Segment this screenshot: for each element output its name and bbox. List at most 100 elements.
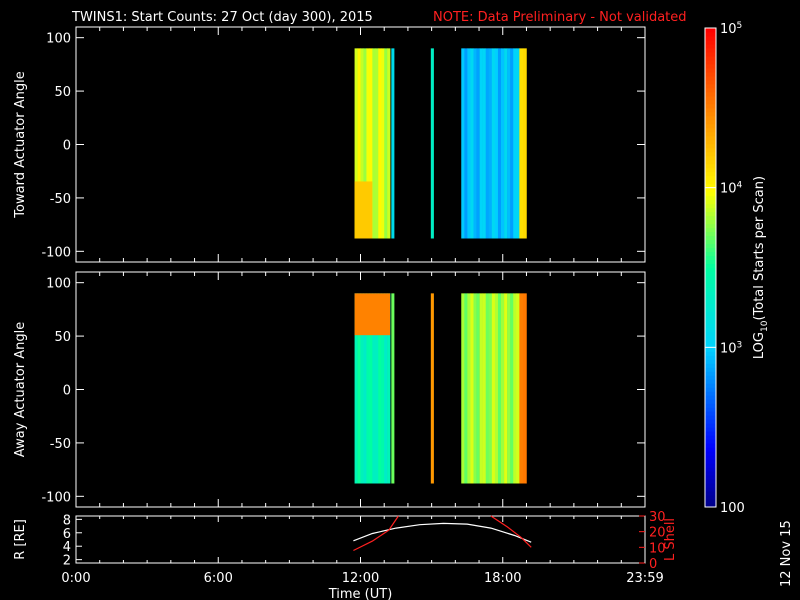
colorbar-cell: [705, 367, 716, 372]
colorbar-cell: [705, 295, 716, 300]
colorbar-cell: [705, 479, 716, 484]
colorbar-cell: [705, 107, 716, 113]
top-heat-cell: [375, 48, 379, 239]
colorbar-cell: [705, 255, 716, 261]
colorbar-cell: [705, 155, 716, 161]
top-heat-cell: [461, 48, 465, 239]
colorbar-cell: [705, 403, 716, 408]
top-heat-cell: [384, 48, 388, 239]
colorbar-cell: [705, 463, 716, 468]
mid-heat-cell: [507, 293, 511, 484]
colorbar-cell: [705, 171, 716, 177]
mid-heat-cell: [357, 293, 361, 484]
colorbar-cell: [705, 127, 716, 133]
colorbar-cell: [705, 447, 716, 452]
orbit-ylabel-right: L Shell: [663, 518, 678, 561]
colorbar-cell: [705, 143, 716, 149]
top-heat-cell: [513, 48, 517, 239]
mid-heat-cell: [360, 293, 364, 484]
orbit-ytick-left-label: 6: [63, 527, 71, 542]
colorbar-cell: [705, 267, 716, 272]
mid-heat-cell: [473, 293, 477, 484]
mid-heat-cell: [501, 293, 505, 484]
mid-ytick-label: 100: [46, 277, 71, 292]
top-heat-low-band: [354, 181, 373, 239]
preliminary-note: NOTE: Data Preliminary - Not validated: [433, 10, 687, 25]
colorbar-cell: [705, 131, 716, 137]
colorbar-cell: [705, 439, 716, 444]
top-heat-cell: [391, 48, 395, 239]
colorbar-tick-label: 100: [720, 501, 745, 516]
colorbar-cell: [705, 379, 716, 384]
top-heat-cell: [387, 48, 391, 239]
mid-ytick-label: 0: [63, 384, 71, 399]
mid-heat-cell: [491, 293, 496, 484]
mid-ytick-label: 50: [54, 330, 71, 345]
top-ytick-label: -50: [50, 192, 71, 207]
mid-heat-cell: [461, 293, 465, 484]
colorbar-cell: [705, 423, 716, 428]
colorbar-cell: [705, 351, 716, 356]
time-tick-label: 18:00: [484, 571, 521, 586]
orbit-ytick-left-label: 4: [63, 540, 71, 555]
colorbar-cell: [705, 343, 716, 348]
colorbar-cell: [705, 119, 716, 125]
colorbar-cell: [705, 175, 716, 181]
mid-heat-cell: [464, 293, 468, 484]
colorbar-cell: [705, 67, 716, 73]
colorbar-cell: [705, 95, 716, 101]
mid-heat-cell: [378, 293, 382, 484]
colorbar-cell: [705, 147, 716, 153]
time-axis: 0:00 6:00 12:00 18:00 23:59 Time (UT): [61, 571, 663, 600]
mid-heat-cell: [369, 293, 373, 484]
mid-heat-top-band: [354, 293, 391, 336]
orbit-ytick-right-label: 10: [649, 541, 666, 556]
time-tick-label: 23:59: [626, 571, 663, 586]
colorbar-cell: [705, 315, 716, 320]
top-heat-cell: [366, 48, 370, 239]
mid-ytick-label: -50: [50, 437, 71, 452]
top-panel: 100 50 0 -50 -100 Toward Actuator Angle: [13, 26, 646, 263]
top-heat-cell: [464, 48, 468, 239]
orbit-ytick-right-label: 20: [649, 526, 666, 541]
top-heat-cell: [485, 48, 490, 239]
colorbar-cell: [705, 223, 716, 229]
colorbar-cell: [705, 219, 716, 225]
colorbar-cell: [705, 431, 716, 436]
top-heat-cell: [473, 48, 477, 239]
colorbar-cell: [705, 299, 716, 304]
colorbar-cell: [705, 271, 716, 276]
time-axis-label: Time (UT): [328, 587, 393, 600]
colorbar-cell: [705, 51, 716, 57]
top-heat-cell: [519, 48, 524, 239]
mid-heat-cell: [470, 293, 474, 484]
colorbar-cell: [705, 179, 716, 185]
mid-heat-cell: [387, 293, 391, 484]
colorbar-cell: [705, 31, 716, 37]
top-heat-cell: [479, 48, 483, 239]
chart-title: TWINS1: Start Counts: 27 Oct (day 300), …: [71, 10, 373, 25]
colorbar: 100 103 104 105 LOG10(Total Starts per Scan): [704, 21, 770, 516]
colorbar-cell: [705, 99, 716, 105]
colorbar-cell: [705, 28, 716, 33]
colorbar-cell: [705, 199, 716, 205]
colorbar-tick-label: 103: [720, 340, 742, 356]
colorbar-cell: [705, 291, 716, 296]
mid-ytick-label: -100: [41, 490, 71, 505]
colorbar-cell: [705, 471, 716, 476]
top-heat-cell: [510, 48, 514, 239]
colorbar-cell: [705, 59, 716, 65]
colorbar-cell: [705, 247, 716, 253]
colorbar-cell: [705, 163, 716, 169]
mid-heat-cell: [375, 293, 379, 484]
colorbar-cell: [705, 159, 716, 165]
colorbar-cell: [705, 495, 716, 500]
radius-line: [353, 522, 532, 543]
colorbar-cell: [705, 435, 716, 440]
colorbar-cell: [705, 75, 716, 81]
colorbar-cell: [705, 35, 716, 41]
colorbar-cell: [705, 371, 716, 376]
top-heat-cell: [488, 48, 493, 239]
top-ytick-label: 0: [63, 139, 71, 154]
